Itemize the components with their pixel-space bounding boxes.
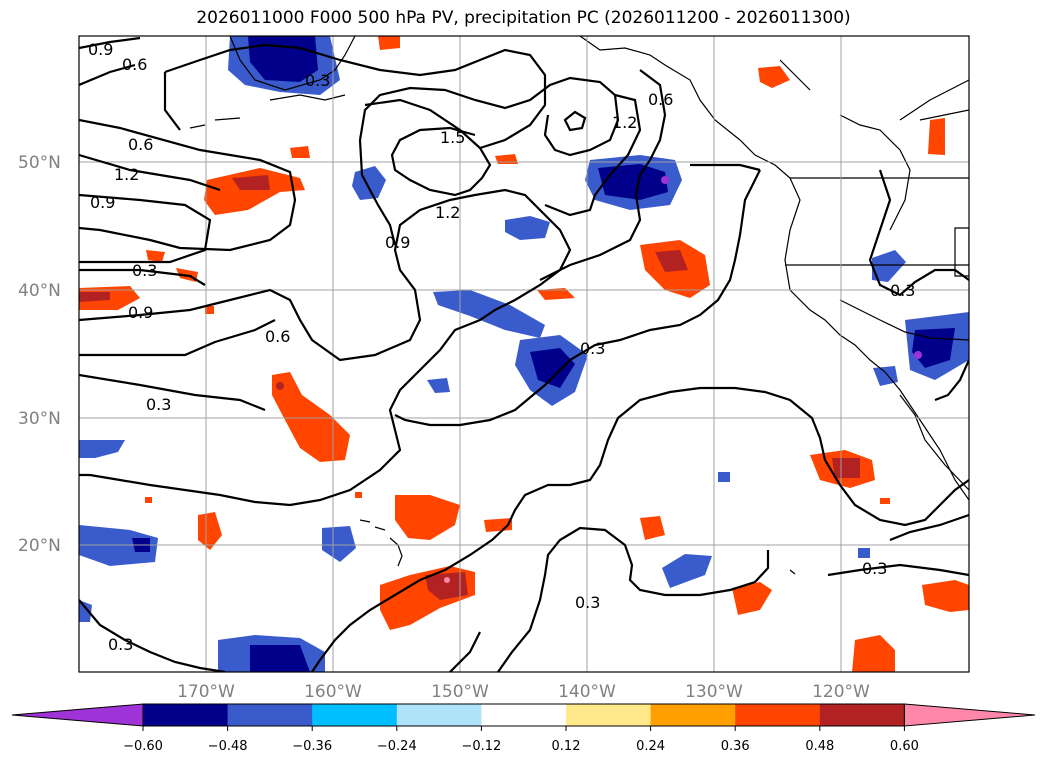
- contour-label: 0.3: [305, 71, 330, 90]
- contour-label: 0.9: [128, 303, 153, 322]
- contour-labels: 0.9 0.6 0.3 0.6 1.2 0.9 0.3 0.9 1.5 1.2 …: [88, 40, 915, 654]
- contour-label: 0.6: [648, 90, 673, 109]
- colorbar-tick-label: 0.48: [805, 739, 834, 754]
- colorbar-tick-label: −0.24: [377, 739, 417, 754]
- colorbar-swatch: [396, 704, 482, 726]
- colorbar-tick-label: −0.60: [123, 739, 163, 754]
- contour-label: 0.6: [265, 327, 290, 346]
- contour-label: 0.3: [132, 261, 157, 280]
- lon-label-120w: 120°W: [812, 682, 870, 702]
- lon-label-170w: 170°W: [177, 682, 235, 702]
- contour-label: 0.9: [385, 233, 410, 252]
- contour-label: 0.3: [146, 395, 171, 414]
- colorbar-tick-label: 0.12: [552, 739, 581, 754]
- contour-label: 1.2: [114, 165, 139, 184]
- contour-label: 0.3: [575, 593, 600, 612]
- colorbar: −0.60 −0.48 −0.36 −0.24 −0.12 0.12 0.24 0.36 0.4…: [11, 703, 1036, 754]
- lat-label-20n: 20°N: [18, 536, 61, 556]
- gridlines: [79, 36, 969, 672]
- colorbar-tick-label: 0.24: [636, 739, 665, 754]
- contour-label: 1.5: [440, 128, 465, 147]
- colorbar-swatch: [566, 704, 652, 726]
- contour-label: 0.6: [122, 55, 147, 74]
- lat-label-40n: 40°N: [18, 281, 61, 301]
- colorbar-swatch: [481, 704, 567, 726]
- colorbar-swatch: [312, 704, 398, 726]
- contour-label: 1.2: [435, 203, 460, 222]
- colorbar-swatch: [819, 704, 905, 726]
- contour-label: 0.3: [580, 339, 605, 358]
- contour-label: 0.3: [890, 281, 915, 300]
- lon-label-160w: 160°W: [304, 682, 362, 702]
- colorbar-swatch: [143, 704, 229, 726]
- contour-label: 1.2: [612, 113, 637, 132]
- lon-label-140w: 140°W: [558, 682, 616, 702]
- contour-label: 0.9: [88, 40, 113, 59]
- coastlines: [189, 36, 969, 575]
- colorbar-swatch: [735, 704, 821, 726]
- lat-label-50n: 50°N: [18, 153, 61, 173]
- contour-label: 0.6: [128, 135, 153, 154]
- colorbar-extend-low: [11, 703, 144, 727]
- colorbar-swatch: [227, 704, 313, 726]
- map-title: 2026011000 F000 500 hPa PV, precipitatio…: [196, 8, 851, 28]
- precip-anomaly-fill: [79, 36, 969, 672]
- colorbar-swatch: [650, 704, 736, 726]
- colorbar-extend-high: [903, 703, 1036, 727]
- colorbar-tick-label: −0.12: [461, 739, 501, 754]
- colorbar-tick-label: −0.48: [208, 739, 248, 754]
- plot-frame: [78, 35, 970, 673]
- lon-label-130w: 130°W: [685, 682, 743, 702]
- contour-label: 0.3: [108, 635, 133, 654]
- lon-label-150w: 150°W: [431, 682, 489, 702]
- colorbar-tick-label: −0.36: [292, 739, 332, 754]
- colorbar-tick-label: 0.36: [721, 739, 750, 754]
- colorbar-tick-label: 0.60: [890, 739, 919, 754]
- contour-label: 0.3: [862, 559, 887, 578]
- contour-label: 0.9: [90, 193, 115, 212]
- pv-contours: [79, 36, 969, 672]
- lat-label-30n: 30°N: [18, 409, 61, 429]
- colorbar-frame: [142, 703, 905, 727]
